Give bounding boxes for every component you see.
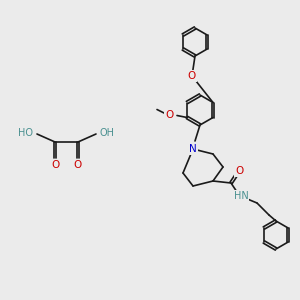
Text: O: O	[74, 160, 82, 170]
Text: N: N	[189, 144, 197, 154]
Text: HO: HO	[18, 128, 33, 138]
Text: O: O	[51, 160, 59, 170]
Text: O: O	[235, 166, 243, 176]
Text: OH: OH	[100, 128, 115, 138]
Text: O: O	[165, 110, 173, 121]
Text: O: O	[188, 71, 196, 81]
Text: HN: HN	[234, 191, 248, 201]
